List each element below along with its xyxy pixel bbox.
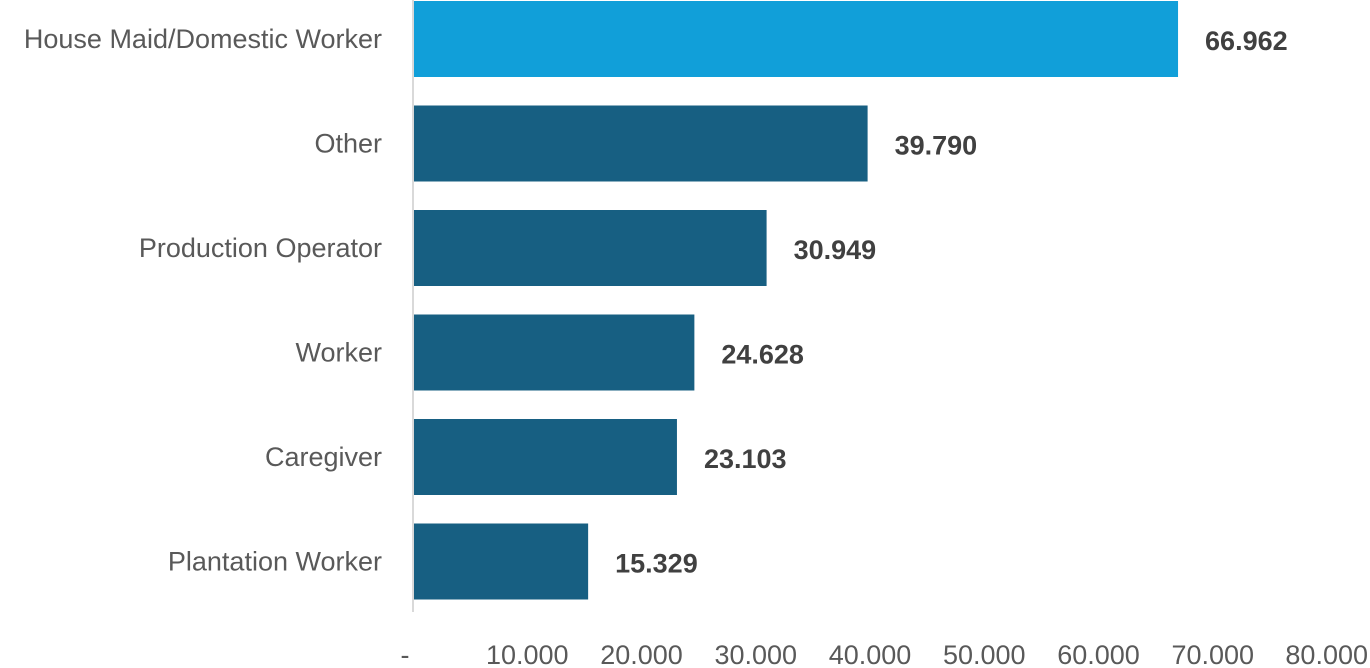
x-tick-label-1: 10.000 xyxy=(486,640,569,668)
bar-production-operator xyxy=(413,210,767,286)
x-tick-label-7: 70.000 xyxy=(1171,640,1254,668)
value-label-caregiver: 23.103 xyxy=(704,444,787,474)
category-label-worker: Worker xyxy=(295,338,382,368)
bar-other xyxy=(413,105,868,182)
x-axis-tick-labels: - 10.000 20.000 30.000 40.000 50.000 60.000 70.… xyxy=(401,640,1369,668)
bars-group xyxy=(413,1,1179,600)
x-tick-label-3: 30.000 xyxy=(714,640,797,668)
x-tick-label-8: 80.000 xyxy=(1285,640,1368,668)
x-tick-label-4: 40.000 xyxy=(829,640,912,668)
bar-house-maid-domestic-worker xyxy=(413,1,1179,77)
bar-caregiver xyxy=(413,419,677,495)
value-label-production-operator: 30.949 xyxy=(794,235,877,265)
x-tick-label-5: 50.000 xyxy=(943,640,1026,668)
x-tick-label-0: - xyxy=(401,640,410,668)
category-labels: House Maid/Domestic Worker Other Productio… xyxy=(24,24,382,577)
x-tick-label-2: 20.000 xyxy=(600,640,683,668)
category-label-house-maid-domestic-worker: House Maid/Domestic Worker xyxy=(24,24,382,54)
value-label-plantation-worker: 15.329 xyxy=(615,549,698,579)
category-label-plantation-worker: Plantation Worker xyxy=(168,547,382,577)
category-label-caregiver: Caregiver xyxy=(265,442,382,472)
value-label-other: 39.790 xyxy=(895,131,978,161)
category-label-other: Other xyxy=(314,129,382,159)
x-tick-label-6: 60.000 xyxy=(1057,640,1140,668)
value-labels: 66.962 39.790 30.949 24.628 23.103 15.329 xyxy=(615,26,1288,579)
category-label-production-operator: Production Operator xyxy=(139,233,382,263)
value-label-worker: 24.628 xyxy=(721,340,804,370)
bar-plantation-worker xyxy=(413,523,589,600)
bar-worker xyxy=(413,314,695,391)
value-label-house-maid-domestic-worker: 66.962 xyxy=(1205,26,1288,56)
